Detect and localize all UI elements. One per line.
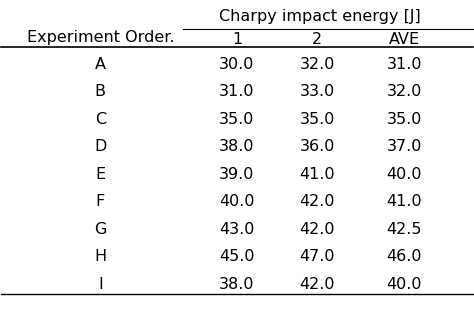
Text: 1: 1: [232, 32, 242, 47]
Text: 42.5: 42.5: [386, 222, 422, 237]
Text: 32.0: 32.0: [300, 57, 335, 72]
Text: 40.0: 40.0: [386, 277, 422, 292]
Text: 46.0: 46.0: [386, 249, 422, 264]
Text: A: A: [95, 57, 106, 72]
Text: 42.0: 42.0: [300, 277, 335, 292]
Text: B: B: [95, 84, 106, 99]
Text: H: H: [94, 249, 106, 264]
Text: 2: 2: [312, 32, 322, 47]
Text: 41.0: 41.0: [386, 194, 422, 209]
Text: 38.0: 38.0: [219, 139, 255, 154]
Text: G: G: [94, 222, 107, 237]
Text: 31.0: 31.0: [219, 84, 255, 99]
Text: 39.0: 39.0: [219, 167, 255, 182]
Text: 43.0: 43.0: [219, 222, 255, 237]
Text: 35.0: 35.0: [300, 112, 335, 127]
Text: AVE: AVE: [389, 32, 420, 47]
Text: D: D: [94, 139, 107, 154]
Text: 45.0: 45.0: [219, 249, 255, 264]
Text: I: I: [98, 277, 103, 292]
Text: 35.0: 35.0: [387, 112, 422, 127]
Text: 47.0: 47.0: [300, 249, 335, 264]
Text: C: C: [95, 112, 106, 127]
Text: 36.0: 36.0: [300, 139, 335, 154]
Text: F: F: [96, 194, 105, 209]
Text: 41.0: 41.0: [299, 167, 335, 182]
Text: 40.0: 40.0: [386, 167, 422, 182]
Text: E: E: [95, 167, 105, 182]
Text: 42.0: 42.0: [300, 194, 335, 209]
Text: 30.0: 30.0: [219, 57, 255, 72]
Text: 35.0: 35.0: [219, 112, 255, 127]
Text: 33.0: 33.0: [300, 84, 335, 99]
Text: 40.0: 40.0: [219, 194, 255, 209]
Text: 31.0: 31.0: [386, 57, 422, 72]
Text: Charpy impact energy [J]: Charpy impact energy [J]: [219, 9, 420, 24]
Text: 42.0: 42.0: [300, 222, 335, 237]
Text: 37.0: 37.0: [387, 139, 422, 154]
Text: 32.0: 32.0: [387, 84, 422, 99]
Text: Experiment Order.: Experiment Order.: [27, 30, 174, 45]
Text: 38.0: 38.0: [219, 277, 255, 292]
